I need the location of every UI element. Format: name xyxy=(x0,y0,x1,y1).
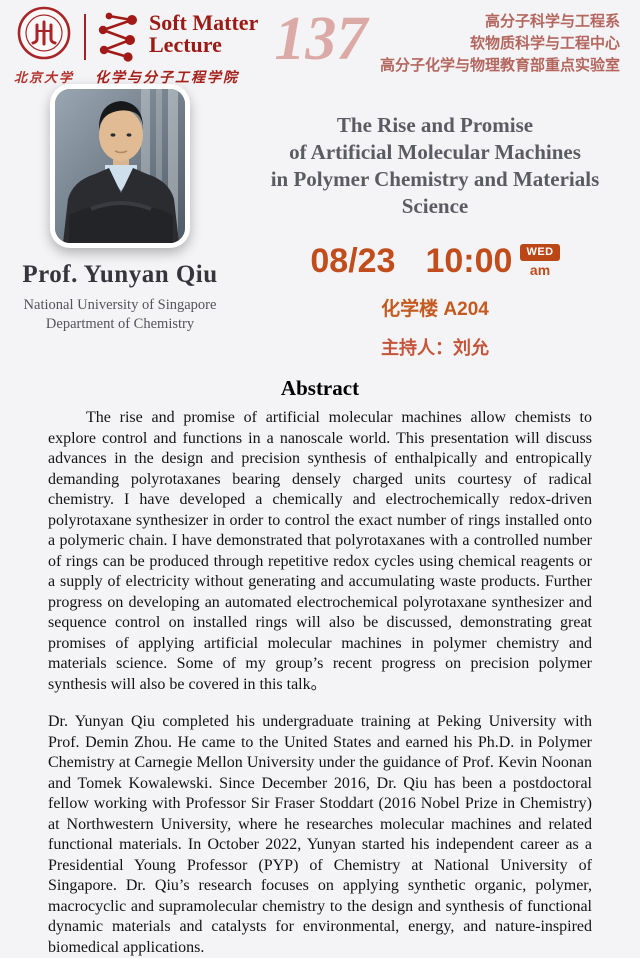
affiliation-line1: National University of Singapore xyxy=(23,297,217,313)
speaker-bio-text: Dr. Yunyan Qiu completed his undergradua… xyxy=(48,713,592,956)
main-section: Prof. Yunyan Qiu National University of … xyxy=(0,84,640,360)
speaker-photo xyxy=(50,84,190,248)
university-logo-block: 北京大学 xyxy=(12,6,76,86)
university-name-cn: 北京大学 xyxy=(13,70,74,85)
college-name-cn: 化学与分子工程学院 xyxy=(95,71,239,86)
brand-title-line2: Lecture xyxy=(149,32,222,58)
event-date: 08/23 xyxy=(310,242,396,280)
header-divider xyxy=(84,14,86,60)
event-title: The Rise and Promise of Artificial Molec… xyxy=(240,112,630,220)
speaker-name: Prof. Yunyan Qiu xyxy=(22,261,218,288)
event-title-line1: The Rise and Promise xyxy=(336,113,534,137)
speaker-column: Prof. Yunyan Qiu National University of … xyxy=(0,84,240,360)
poster-header: 北京大学 xyxy=(0,0,640,87)
brand-title-line1: Soft Matter xyxy=(149,10,259,35)
event-host: 主持人：刘允 xyxy=(381,338,489,358)
datetime-row: 08/23 10:00 WED am xyxy=(240,244,630,278)
lecture-brand-block: Soft Matter Lecture 化学与分子工程学院 xyxy=(95,6,258,87)
event-title-line2: of Artificial Molecular Machines xyxy=(289,140,581,164)
speaker-portrait-illustration xyxy=(55,89,185,243)
weekday-meridiem: WED am xyxy=(520,244,560,278)
brand-title: Soft Matter Lecture xyxy=(149,10,259,58)
organizer-line: 高分子化学与物理教育部重点实验室 xyxy=(379,58,620,74)
abstract-heading: Abstract xyxy=(280,376,360,400)
weekday-badge: WED xyxy=(520,244,560,261)
peking-university-seal-icon xyxy=(17,6,71,60)
lecture-number: 137 xyxy=(274,5,368,73)
meridiem-label: am xyxy=(529,262,551,278)
event-time: 10:00 xyxy=(425,242,513,280)
abstract-text: The rise and promise of artificial molec… xyxy=(48,409,592,693)
event-title-line3: in Polymer Chemistry and Materials Scien… xyxy=(270,167,600,218)
molecule-icon xyxy=(98,12,137,62)
organizer-list: 高分子科学与工程系 软物质科学与工程中心 高分子化学与物理教育部重点实验室 xyxy=(380,6,620,77)
affiliation-line2: Department of Chemistry xyxy=(45,315,195,332)
speaker-affiliation: National University of Singapore Departm… xyxy=(0,296,240,333)
event-location: 化学楼 A204 xyxy=(381,299,489,320)
organizer-line: 高分子科学与工程系 xyxy=(484,14,620,30)
event-column: The Rise and Promise of Artificial Molec… xyxy=(240,84,640,360)
organizer-line: 软物质科学与工程中心 xyxy=(469,36,620,52)
